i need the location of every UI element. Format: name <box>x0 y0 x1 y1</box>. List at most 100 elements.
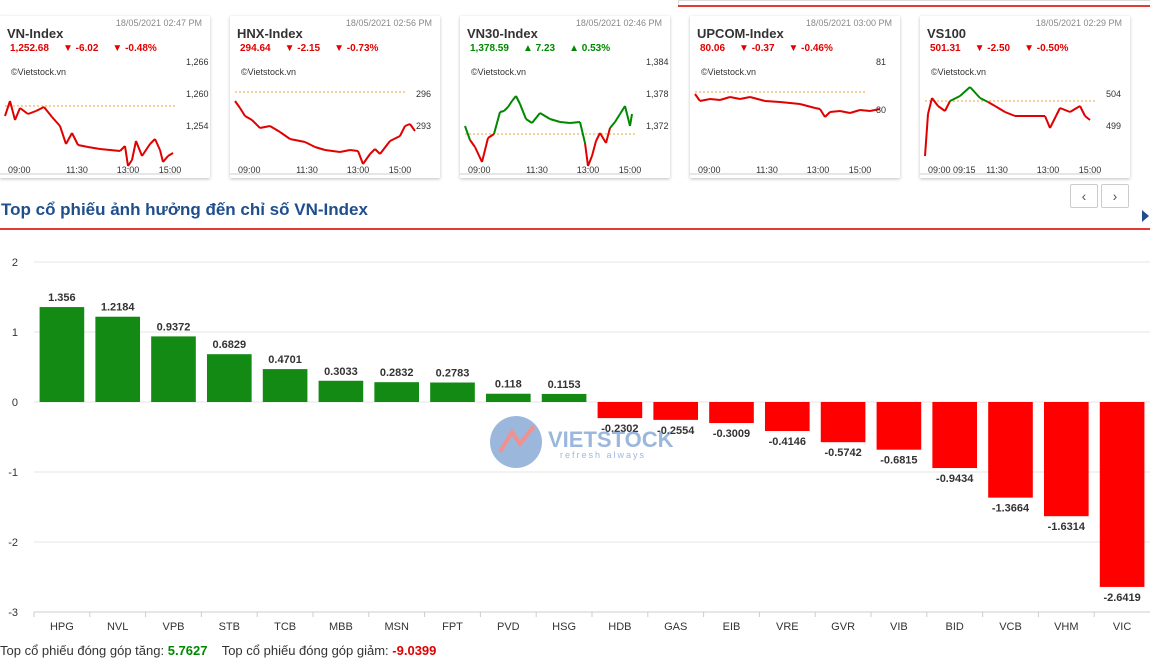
sparkline-segment <box>591 140 597 157</box>
sparkline-segment <box>959 86 971 97</box>
card-xtick: 09:00 <box>698 165 721 175</box>
footer-summary: Top cổ phiếu đóng góp tăng: 5.7627 Top c… <box>0 643 436 658</box>
sparkline-segment <box>369 148 376 155</box>
bar-vre <box>764 402 810 432</box>
card-sparkline: 504 499 09:00 09:15 11:30 13:00 15:00 <box>920 86 1121 175</box>
sparkline-segment <box>629 113 633 127</box>
bar-vhm <box>1043 402 1089 517</box>
sparkline-segment <box>503 106 509 112</box>
data-label: -0.3009 <box>713 428 750 440</box>
card-index-name: VN30-Index <box>467 26 538 41</box>
card-source: ©Vietstock.vn <box>241 67 296 77</box>
sparkline-segment <box>404 123 411 127</box>
card-change: ▼ -2.50 <box>974 43 1011 54</box>
sparkline-segment <box>584 142 589 167</box>
x-tick-label: FPT <box>442 621 463 633</box>
card-value: 80.06 <box>700 43 726 54</box>
card-value: 1,378.59 <box>470 43 509 54</box>
card-ytick: 1,254 <box>186 121 209 131</box>
sparkline-segment <box>304 141 316 148</box>
sparkline-segment <box>154 138 161 151</box>
sparkline-segment <box>749 96 766 102</box>
index-card-hnx-index[interactable]: HNX-Index 18/05/2021 02:56 PM 294.64 ▼ -2.1… <box>230 16 440 178</box>
card-xtick: 09:00 09:15 <box>928 165 976 175</box>
card-xtick: 15:00 <box>1079 165 1102 175</box>
data-label: -0.4146 <box>769 436 806 448</box>
data-label: -1.3664 <box>992 503 1030 515</box>
sparkline-segment <box>1084 115 1091 121</box>
top-accent-line <box>678 5 1150 7</box>
card-sparkline: 1,266 1,260 1,254 09:00 11:30 13:00 15:00 <box>0 57 209 175</box>
sparkline-segment <box>244 115 253 121</box>
sparkline-segment <box>519 103 527 120</box>
card-sparkline: 296 293 09:00 11:30 13:00 15:00 <box>230 89 431 175</box>
sparkline-segment <box>944 100 951 112</box>
x-tick-label: VCB <box>999 621 1022 633</box>
sparkline-segment <box>43 106 53 118</box>
sparkline-segment <box>1079 105 1086 117</box>
sparkline-segment <box>595 132 601 142</box>
sparkline-segment <box>924 113 929 157</box>
sparkline-segment <box>474 146 483 163</box>
sparkline-segment <box>87 146 101 150</box>
x-tick-label: NVL <box>107 621 128 633</box>
sparkline-segment <box>987 101 996 107</box>
contribution-chart: 2 1 0 -1 -2 -3 1.356 HPG 1.2184 NVL 0.9372 VPB 0.682… <box>8 257 1150 633</box>
card-timestamp: 18/05/2021 03:00 PM <box>805 18 892 28</box>
card-xtick: 11:30 <box>756 165 778 175</box>
footer-down-label: Top cổ phiếu đóng góp giảm: <box>221 643 389 658</box>
sparkline-segment <box>824 111 831 118</box>
bar-eib <box>709 402 754 424</box>
sparkline-segment <box>814 107 821 110</box>
next-button[interactable]: › <box>1101 184 1129 208</box>
watermark-brand: VIETSTOCK <box>548 427 674 452</box>
card-value: 501.31 <box>930 43 961 54</box>
sparkline-segment <box>927 97 933 115</box>
data-label: 0.2783 <box>436 368 470 380</box>
bar-mbb <box>318 380 364 402</box>
x-tick-label: MSN <box>384 621 409 633</box>
card-ytick: 293 <box>416 121 431 131</box>
bar-pvd <box>485 393 531 402</box>
sparkline-segment <box>374 148 381 155</box>
sparkline-segment <box>624 105 631 127</box>
sparkline-segment <box>859 109 871 112</box>
x-tick-label: HDB <box>608 621 631 633</box>
sparkline-segment <box>1049 115 1057 129</box>
card-ytick: 1,266 <box>186 57 209 67</box>
data-label: 0.118 <box>495 379 522 391</box>
play-arrow-icon[interactable] <box>1142 210 1149 222</box>
x-tick-label: EIB <box>723 621 741 633</box>
index-card-vn-index[interactable]: VN-Index 18/05/2021 02:47 PM 1,252.68 ▼ -6.… <box>0 16 210 178</box>
card-xtick: 13:00 <box>577 165 600 175</box>
card-ytick: 81 <box>876 57 886 67</box>
card-xtick: 15:00 <box>619 165 642 175</box>
x-tick-label: GAS <box>664 621 687 633</box>
sparkline-segment <box>619 105 626 115</box>
card-timestamp: 18/05/2021 02:56 PM <box>345 18 432 28</box>
index-card-vs100[interactable]: VS100 18/05/2021 02:29 PM 501.31 ▼ -2.50 ▼ -… <box>920 16 1130 178</box>
sparkline-segment <box>131 140 137 161</box>
card-change: ▼ -0.37 <box>739 43 775 54</box>
sparkline-segment <box>829 110 841 113</box>
sparkline-segment <box>515 95 521 105</box>
sparkline-segment <box>19 107 29 115</box>
index-card-upcom-index[interactable]: UPCOM-Index 18/05/2021 03:00 PM 80.06 ▼ -0.… <box>690 16 900 178</box>
sparkline-segment <box>159 149 164 163</box>
sparkline-segment <box>14 107 21 121</box>
sparkline-segment <box>839 110 851 114</box>
bar-stb <box>206 354 252 402</box>
sparkline-segment <box>587 155 593 167</box>
prev-button[interactable]: ‹ <box>1070 184 1098 208</box>
sparkline-segment <box>531 112 541 124</box>
x-tick-label: MBB <box>329 621 353 633</box>
sparkline-segment <box>269 125 281 133</box>
sparkline-segment <box>609 121 616 129</box>
y-tick-label: -2 <box>8 537 18 549</box>
card-xtick: 11:30 <box>66 165 88 175</box>
footer-up-value: 5.7627 <box>167 643 208 658</box>
sparkline-segment <box>694 93 701 102</box>
card-timestamp: 18/05/2021 02:29 PM <box>1035 18 1122 28</box>
index-card-vn30-index[interactable]: VN30-Index 18/05/2021 02:46 PM 1,378.59 ▲ 7… <box>460 16 670 178</box>
card-xtick: 11:30 <box>296 165 318 175</box>
